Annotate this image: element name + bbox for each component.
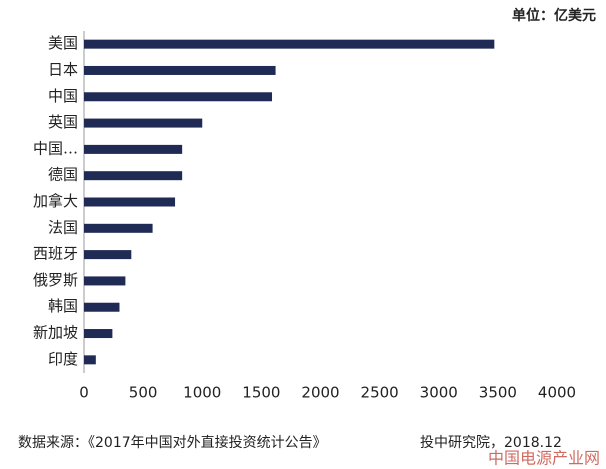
x-tick-label: 1500: [242, 384, 280, 402]
x-tick-label: 2500: [361, 384, 399, 402]
source-note: 数据来源：《2017年中国对外直接投资统计公告》: [18, 434, 327, 451]
x-tick-label: 2000: [301, 384, 339, 402]
y-tick-label: 韩国: [48, 297, 78, 315]
x-tick-label: 3000: [420, 384, 458, 402]
y-tick-label: 新加坡: [33, 324, 78, 342]
bar: [84, 250, 132, 260]
y-tick-label: 西班牙: [33, 245, 78, 263]
x-tick-label: 0: [79, 384, 89, 402]
bar: [84, 118, 203, 128]
x-tick-label: 1000: [183, 384, 221, 402]
bar: [84, 144, 183, 154]
x-tick-label: 3500: [479, 384, 517, 402]
bar: [84, 223, 153, 233]
y-tick-label: 俄罗斯: [33, 271, 78, 289]
y-tick-label: 英国: [48, 113, 78, 131]
y-tick-label: 法国: [48, 218, 78, 236]
bar: [84, 171, 183, 181]
watermark: 中国电源产业网: [488, 449, 600, 468]
x-tick-label: 500: [129, 384, 158, 402]
bar: [84, 39, 495, 49]
unit-label: 单位：亿美元: [512, 7, 596, 24]
y-tick-label: 日本: [48, 60, 78, 78]
bar: [84, 276, 126, 286]
bar: [84, 355, 96, 365]
bar: [84, 197, 176, 207]
y-tick-label: 中国…: [33, 139, 78, 157]
bar: [84, 92, 273, 102]
x-tick-label: 4000: [538, 384, 576, 402]
y-tick-label: 德国: [48, 166, 78, 184]
publisher-note: 投中研究院，2018.12: [420, 435, 562, 451]
bar: [84, 65, 276, 75]
y-tick-label: 加拿大: [33, 192, 78, 210]
y-tick-label: 美国: [48, 34, 78, 52]
y-tick-label: 印度: [48, 350, 78, 368]
y-tick-label: 中国: [48, 87, 78, 105]
bar: [84, 302, 120, 312]
bar: [84, 329, 113, 339]
